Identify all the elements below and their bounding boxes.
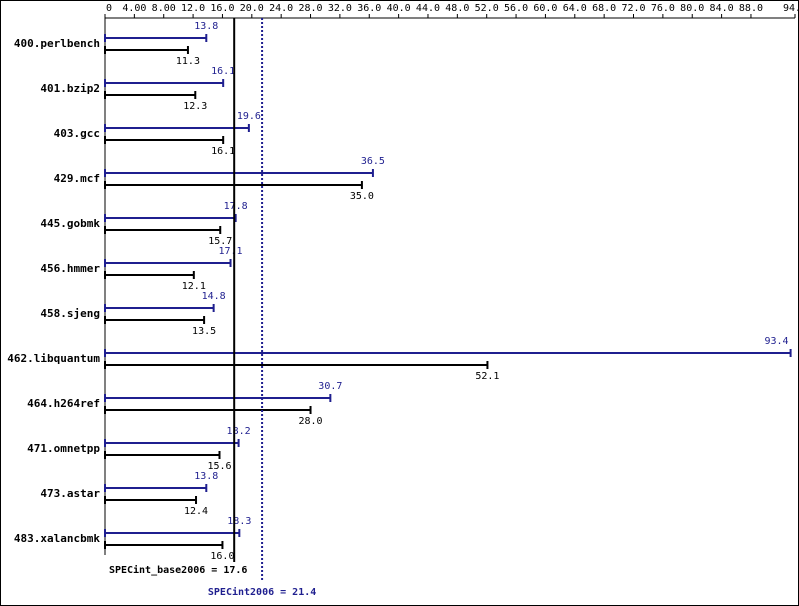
x-tick-label: 20.0 [240, 3, 264, 14]
x-tick-label: 16.0 [210, 3, 234, 14]
category-label: 429.mcf [54, 172, 100, 185]
bar [104, 541, 224, 549]
category-label: 483.xalancbmk [14, 532, 100, 545]
category-label: 400.perlbench [14, 37, 100, 50]
value-label: 15.7 [208, 236, 232, 247]
x-tick-label: 24.0 [269, 3, 293, 14]
bar [104, 484, 208, 492]
category-label: 456.hmmer [40, 262, 100, 275]
bar [104, 214, 237, 222]
value-label: 12.1 [182, 281, 206, 292]
x-tick-label: 84.0 [710, 3, 734, 14]
category-label: 471.omnetpp [27, 442, 100, 455]
bar [104, 271, 195, 279]
x-tick-label: 88.0 [739, 3, 763, 14]
x-tick-label: 8.00 [152, 3, 176, 14]
x-tick-label: 12.0 [181, 3, 205, 14]
bar [104, 136, 225, 144]
value-label: 16.0 [210, 551, 234, 562]
x-tick-label: 32.0 [328, 3, 352, 14]
bar [104, 169, 374, 177]
value-label: 93.4 [765, 336, 789, 347]
value-label: 15.6 [207, 461, 231, 472]
x-tick-label: 52.0 [475, 3, 499, 14]
value-label: 13.5 [192, 326, 216, 337]
x-tick-label: 40.0 [387, 3, 411, 14]
bar [104, 529, 241, 537]
x-tick-label: 56.0 [504, 3, 528, 14]
x-tick-label: 0 [106, 3, 112, 14]
category-label: 464.h264ref [27, 397, 100, 410]
x-tick-label: 28.0 [298, 3, 322, 14]
value-label: 52.1 [475, 371, 499, 382]
bar [104, 304, 215, 312]
category-label: 462.libquantum [7, 352, 100, 365]
bar [104, 259, 232, 267]
bar [104, 124, 250, 132]
value-label: 12.3 [183, 101, 207, 112]
x-tick-label: 64.0 [563, 3, 587, 14]
value-label: 28.0 [298, 416, 322, 427]
bar [104, 226, 222, 234]
value-label: 30.7 [318, 381, 342, 392]
bar [104, 406, 312, 414]
category-label: 401.bzip2 [40, 82, 100, 95]
value-label: 13.8 [194, 21, 218, 32]
value-label: 16.1 [211, 146, 235, 157]
bar [104, 439, 240, 447]
category-label: 458.sjeng [40, 307, 100, 320]
category-label: 445.gobmk [40, 217, 100, 230]
bar [104, 496, 198, 504]
value-label: 11.3 [176, 56, 200, 67]
bar [104, 451, 221, 459]
x-tick-label: 68.0 [592, 3, 616, 14]
x-tick-label: 94.0 [783, 3, 799, 14]
bar [104, 34, 208, 42]
reference-label: SPECint2006 = 21.4 [208, 586, 316, 598]
value-label: 14.8 [202, 291, 226, 302]
reference-label: SPECint_base2006 = 17.6 [109, 564, 247, 576]
x-tick-label: 48.0 [445, 3, 469, 14]
bar [104, 46, 189, 54]
value-label: 17.8 [224, 201, 248, 212]
value-label: 13.8 [194, 471, 218, 482]
bar [104, 316, 206, 324]
value-label: 16.1 [211, 66, 235, 77]
value-label: 35.0 [350, 191, 374, 202]
bar [104, 79, 225, 87]
value-label: 18.2 [227, 426, 251, 437]
x-tick-label: 80.0 [680, 3, 704, 14]
bar [104, 361, 489, 369]
x-tick-label: 36.0 [357, 3, 381, 14]
value-label: 18.3 [227, 516, 251, 527]
value-label: 12.4 [184, 506, 208, 517]
category-label: 473.astar [40, 487, 100, 500]
x-tick-label: 72.0 [621, 3, 645, 14]
bar [104, 349, 792, 357]
x-tick-label: 4.00 [122, 3, 146, 14]
x-tick-label: 76.0 [651, 3, 675, 14]
bar [104, 394, 332, 402]
x-tick-label: 60.0 [533, 3, 557, 14]
category-label: 403.gcc [54, 127, 100, 140]
bar [104, 91, 197, 99]
x-tick-label: 44.0 [416, 3, 440, 14]
value-label: 19.6 [237, 111, 261, 122]
value-label: 36.5 [361, 156, 385, 167]
value-label: 17.1 [218, 246, 242, 257]
